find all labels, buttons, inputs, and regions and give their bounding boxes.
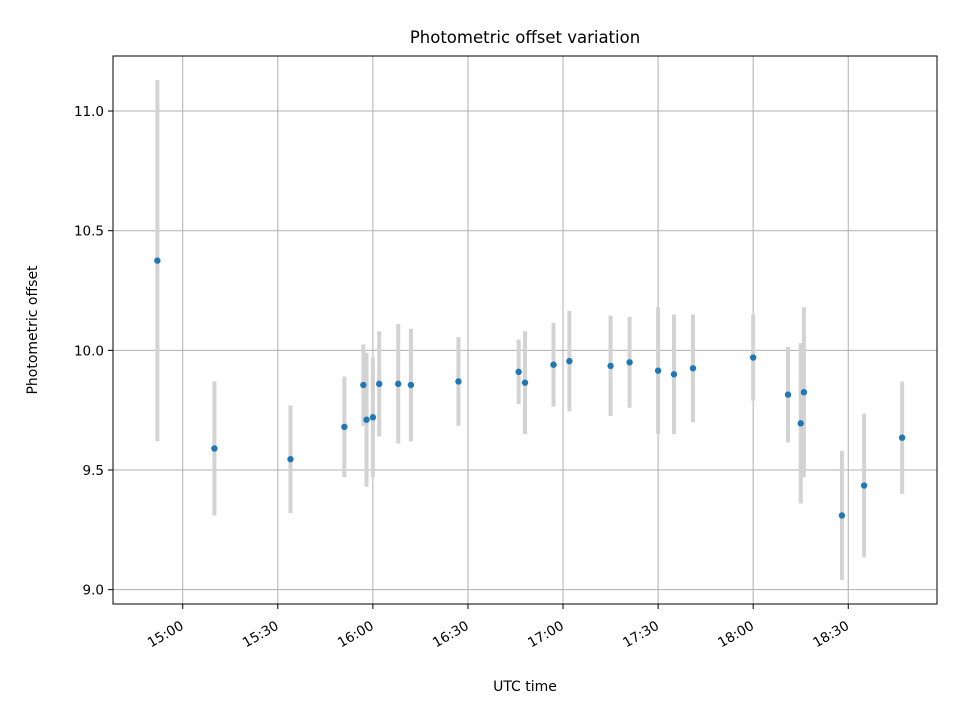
data-point: [395, 380, 402, 388]
data-point: [566, 357, 573, 365]
plot-area: [112, 55, 938, 605]
error-bars: [155, 79, 905, 581]
x-axis-label: UTC time: [493, 679, 557, 695]
y-tick-label: 10.5: [74, 224, 104, 240]
x-tick-label: 16:00: [335, 618, 377, 651]
axis-ticks: 15:00 15:30 16:00 16:30 17:00 17:30 18:00 18:30…: [74, 104, 852, 651]
data-point: [376, 380, 383, 388]
data-point: [898, 434, 906, 441]
data-point: [784, 391, 792, 398]
data-point: [287, 456, 294, 463]
data-point: [407, 381, 415, 389]
chart-title: Photometric offset variation: [410, 28, 640, 47]
y-tick-label: 11.0: [74, 104, 104, 120]
data-point: [654, 367, 662, 374]
data-point: [521, 379, 529, 386]
data-point: [550, 361, 557, 368]
x-tick-label: 17:30: [620, 618, 662, 651]
x-tick-label: 15:30: [240, 618, 282, 651]
data-point: [455, 378, 462, 385]
data-point: [626, 359, 633, 366]
y-tick-label: 9.0: [83, 583, 104, 599]
grid-lines: [113, 56, 937, 604]
data-point: [211, 445, 218, 452]
x-tick-label: 16:30: [430, 618, 472, 651]
data-point: [369, 414, 377, 421]
data-point: [363, 416, 370, 423]
data-point: [515, 368, 522, 376]
y-tick-label: 9.5: [83, 463, 104, 479]
data-point: [800, 389, 808, 396]
x-tick-label: 18:00: [715, 618, 757, 651]
data-point: [670, 371, 678, 378]
data-point: [797, 420, 804, 427]
data-point: [689, 365, 697, 372]
x-tick-label: 18:30: [810, 618, 852, 651]
data-point: [607, 362, 614, 370]
data-point: [838, 512, 846, 519]
data-points: [154, 257, 906, 519]
data-point: [154, 257, 161, 264]
data-point: [341, 423, 348, 431]
data-point: [360, 381, 367, 389]
y-axis-label: Photometric offset: [25, 265, 41, 395]
data-point: [749, 354, 757, 361]
y-tick-label: 10.0: [74, 343, 104, 359]
data-point: [860, 482, 868, 489]
x-tick-label: 17:00: [525, 618, 567, 651]
x-tick-label: 15:00: [145, 618, 187, 651]
